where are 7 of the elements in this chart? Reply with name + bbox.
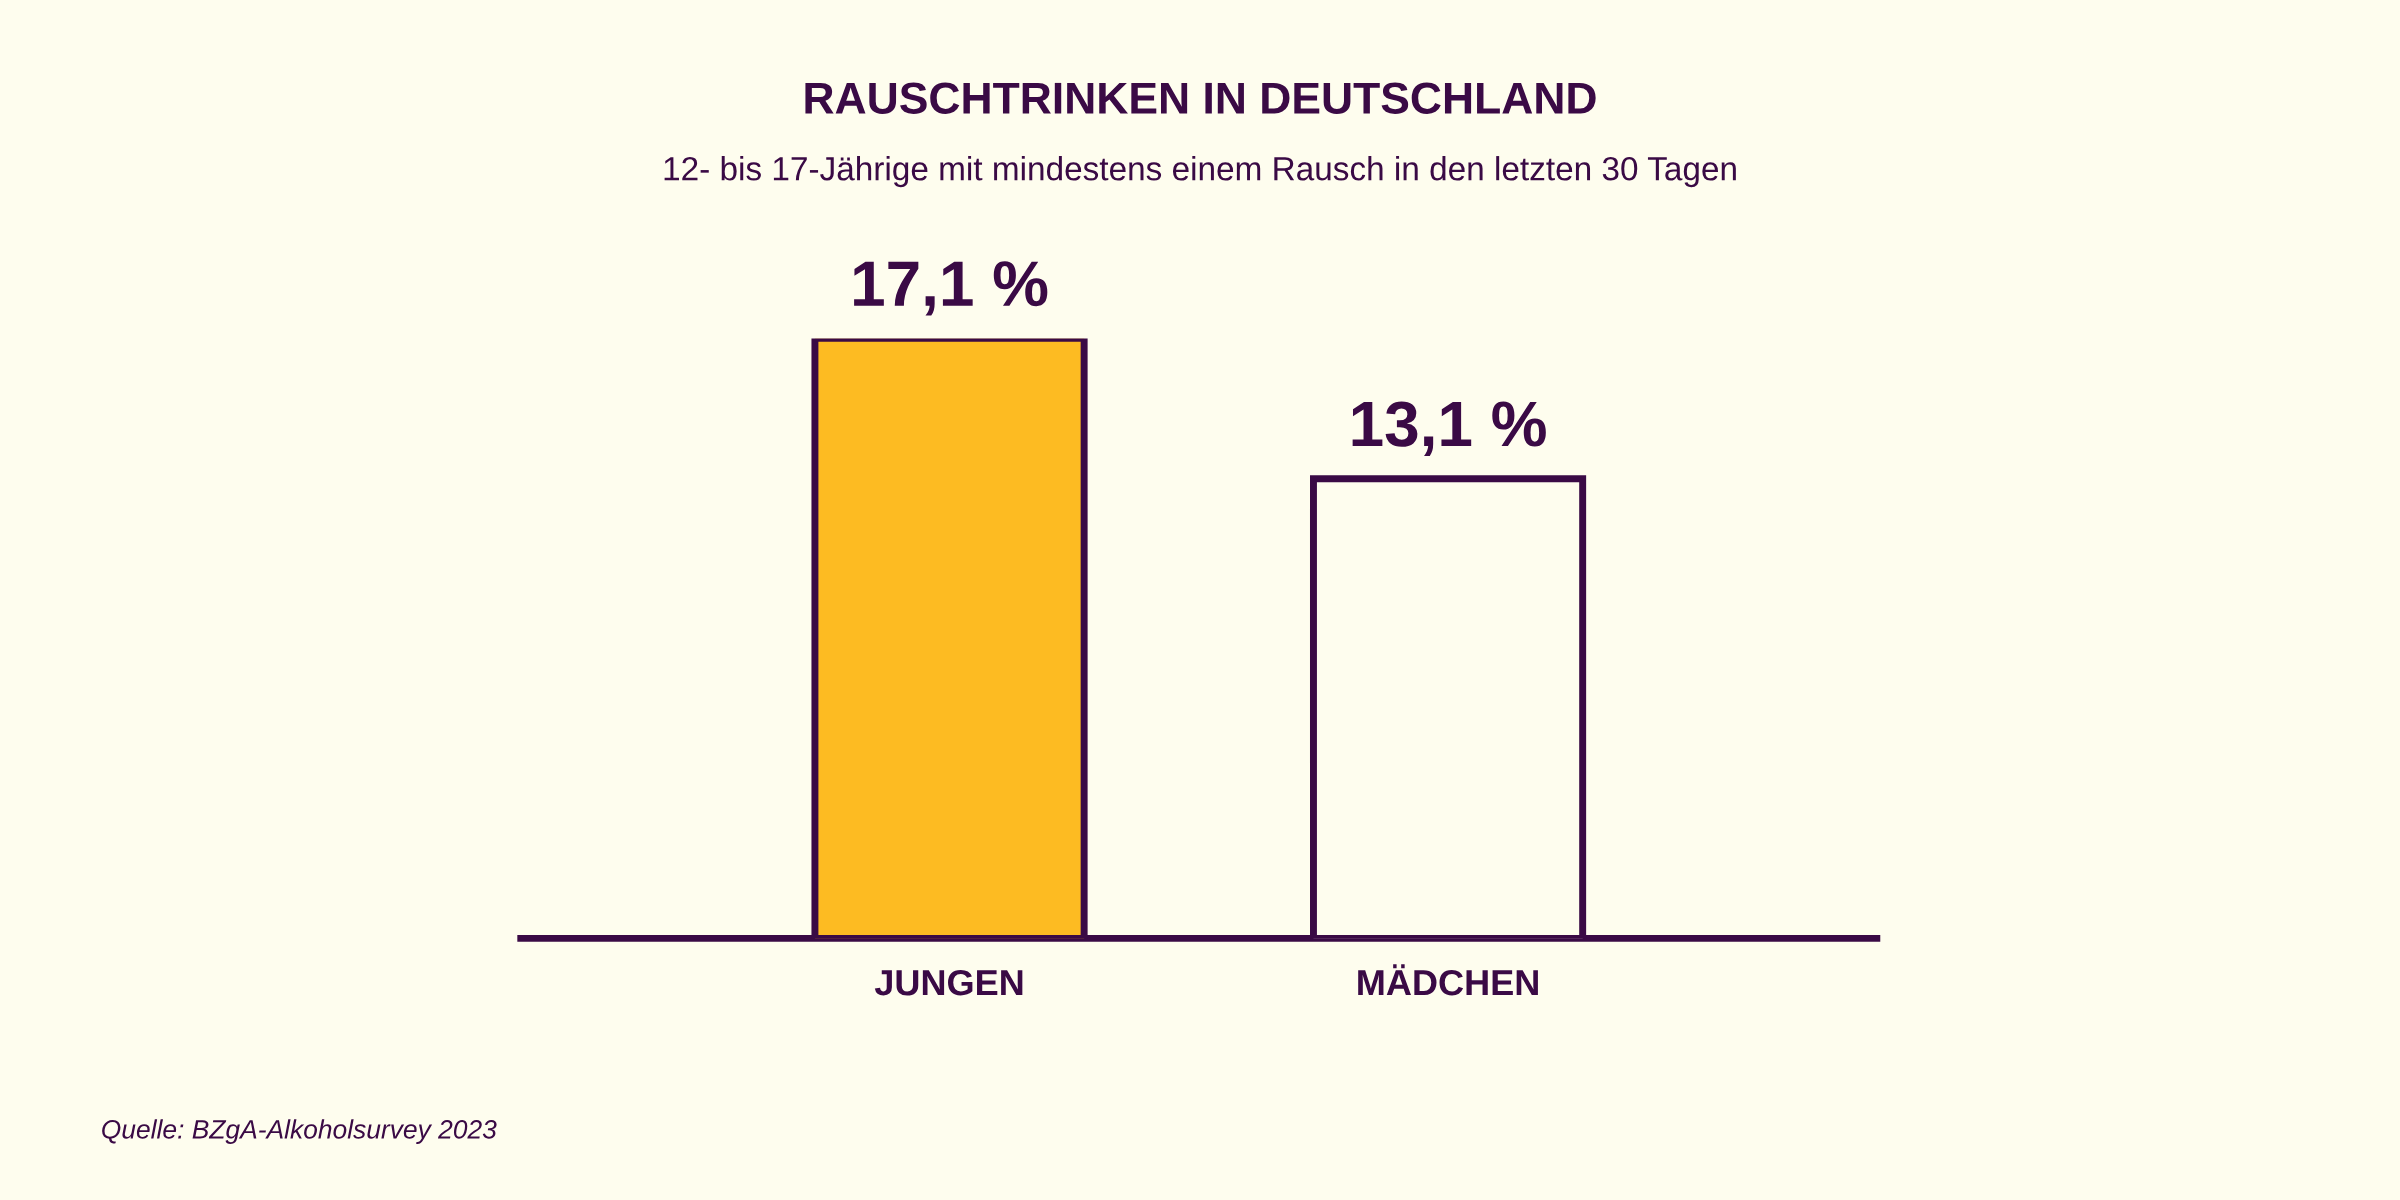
x-tick-label: MÄDCHEN [1358,964,1538,996]
source-note: Quelle: BZgA-Alkoholsurvey 2023 [102,1119,497,1144]
data-label: 17,1 % [854,261,1048,316]
data-label: 13,1 % [1352,401,1546,456]
chart-title: RAUSCHTRINKEN IN DEUTSCHLAND [805,82,1596,114]
x-tick-label: JUNGEN [874,969,1023,996]
chart-subtitle: 12- bis 17-Jährige mit mindestens einem Rausch in den letzten 30 Tagen [664,156,1736,188]
